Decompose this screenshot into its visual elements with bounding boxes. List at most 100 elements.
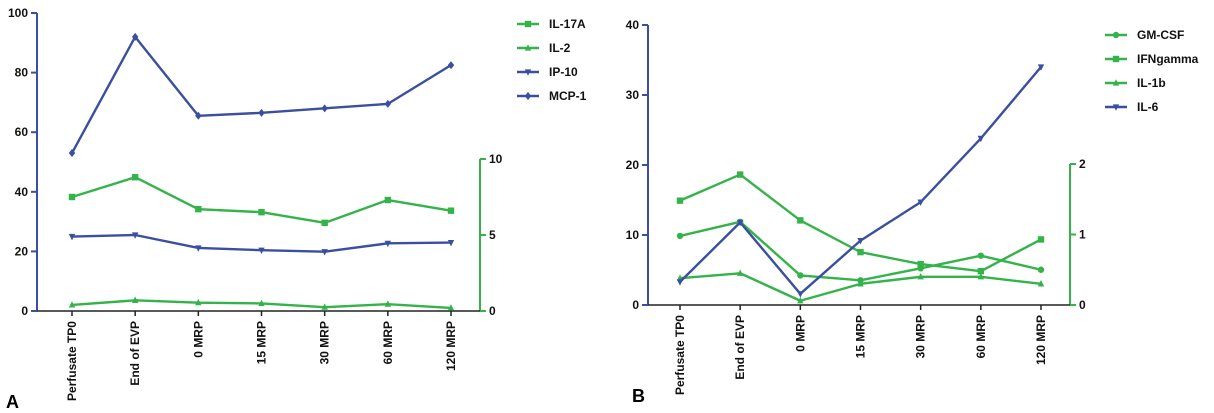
chart-b-left-tick-label: 40 — [626, 18, 640, 32]
chart-a-series-il-17a-point — [258, 209, 265, 216]
chart-b-legend-label: IFNgamma — [1137, 52, 1199, 66]
chart-b-legend-marker — [1112, 104, 1120, 111]
chart-b-series-ifngamma-point — [857, 248, 864, 256]
chart-b-series-il-1b-point — [917, 273, 924, 280]
chart-b-x-tick-label: 15 MRP — [854, 315, 868, 358]
chart-b-series-gm-csf-point — [676, 232, 684, 240]
chart-a-series-il-17a-point — [447, 207, 455, 214]
chart-b-series-il-1b-point — [977, 273, 985, 280]
chart-b-series-il-6-point — [917, 199, 924, 206]
chart-b-series-ifngamma-point — [1037, 236, 1045, 243]
chart-b-x-tick-label: 60 MRP — [974, 315, 988, 358]
chart-b-series-ifngamma-point — [917, 260, 924, 268]
chart-a-series-ip-10-point — [195, 245, 202, 252]
chart-a-x-tick-label: 60 MRP — [381, 321, 395, 364]
chart-b-legend-label: IL-6 — [1137, 100, 1159, 114]
chart-b-left-tick-label: 20 — [626, 158, 640, 172]
chart-b-legend-marker — [1112, 55, 1120, 63]
chart-a-right-tick-label: 10 — [489, 152, 503, 166]
chart-a-series-il-17a-point — [195, 205, 202, 213]
chart-a-series-ip-10-point — [258, 247, 265, 254]
chart-a-series-il-2-point — [68, 301, 76, 308]
chart-a-left-tick-label: 0 — [21, 304, 28, 318]
chart-b-legend-label: GM-CSF — [1137, 28, 1184, 42]
chart-b-series-il-6-point — [797, 291, 804, 298]
chart-a-series-mcp-1-point — [131, 32, 139, 41]
chart-b-x-tick-label: 30 MRP — [914, 315, 928, 358]
chart-a-x-tick-label: 120 MRP — [444, 321, 458, 371]
chart-b-right-tick-label: 1 — [1079, 228, 1086, 242]
chart-a-series-mcp-1-point — [258, 108, 265, 117]
chart-b-legend-label: IL-1b — [1137, 76, 1166, 90]
chart-b-series-il-6-point — [1037, 64, 1045, 71]
chart-b-x-tick-label: End of EVP — [733, 315, 747, 380]
chart-a-left-tick-label: 20 — [15, 244, 29, 258]
chart-a-series-ip-10-point — [384, 240, 392, 248]
chart-panel-b: 0 10 20 30 40 0 1 2 Perfusate TP0 End of EVP 0 MRP… — [626, 18, 1199, 395]
chart-panel-a: 0 20 40 60 80 100 0 5 10 Perfusate TP0 End of EVP 0… — [8, 6, 587, 401]
chart-a-legend-label: MCP-1 — [549, 89, 587, 103]
chart-a-left-tick-label: 100 — [8, 6, 28, 20]
chart-a-series-il-2-point — [447, 304, 455, 311]
chart-b-series-gm-csf-point — [977, 252, 985, 259]
chart-a-left-tick-label: 60 — [15, 125, 29, 139]
chart-a-x-tick-label: 15 MRP — [255, 321, 269, 364]
chart-a-series-ip-10-point — [447, 240, 455, 247]
chart-b-left-tick-label: 30 — [626, 88, 640, 102]
chart-a-legend-label: IL-2 — [549, 41, 571, 55]
panel-b-label: B — [632, 386, 645, 406]
chart-b-series-ifngamma-point — [736, 171, 744, 178]
chart-a-series-il-2-point — [131, 296, 139, 303]
chart-b-series-il-1b-point — [857, 280, 864, 287]
chart-b-series-ifngamma-point — [977, 267, 985, 275]
chart-a-x-tick-label: 30 MRP — [318, 321, 332, 364]
chart-a-series-ip-10-point — [321, 249, 328, 256]
chart-a-series-il-2-point — [258, 299, 265, 306]
chart-a-series-il-17a-point — [68, 193, 76, 201]
chart-b-legend-marker — [1112, 79, 1120, 86]
chart-b-series-il-6-point — [736, 219, 744, 227]
chart-a-series-il-17a-point — [321, 219, 328, 227]
chart-b-left-tick-label: 10 — [626, 228, 640, 242]
panel-a-label: A — [6, 392, 19, 412]
chart-b-series-il-6-point — [676, 279, 684, 286]
chart-b-series-ifngamma-point — [676, 197, 684, 204]
chart-b-series-il-1b-point — [1037, 280, 1045, 287]
chart-b-x-tick-label: 0 MRP — [793, 315, 807, 352]
chart-a-right-tick-label: 0 — [489, 304, 496, 318]
chart-a-legend-marker — [524, 69, 532, 76]
chart-a-x-tick-label: End of EVP — [128, 321, 142, 386]
chart-a-series-mcp-1-point — [384, 99, 392, 108]
chart-a-x-tick-label: 0 MRP — [191, 321, 205, 358]
chart-a-series-il-17a-point — [131, 174, 139, 181]
chart-a-left-tick-label: 80 — [15, 66, 29, 80]
chart-a-legend-label: IL-17A — [549, 17, 586, 31]
chart-a-series-ip-10-point — [131, 232, 139, 239]
chart-b-right-tick-label: 0 — [1079, 298, 1086, 312]
chart-a-series-mcp-1-point — [195, 111, 202, 120]
chart-a-series-il-2-point — [195, 298, 202, 306]
chart-b-x-tick-label: 120 MRP — [1034, 315, 1048, 365]
chart-a-legend-marker — [524, 44, 532, 51]
chart-a-series-ip-10-point — [68, 233, 76, 241]
chart-a-series-il-17a-line — [71, 176, 452, 225]
chart-b-right-tick-label: 2 — [1079, 157, 1086, 171]
chart-a-series-mcp-1-point — [447, 61, 455, 70]
chart-a-series-il-17a-point — [384, 196, 392, 204]
chart-a-series-mcp-1-line — [70, 35, 452, 154]
chart-b-series-il-6-point — [857, 238, 864, 245]
chart-a-series-il-2-point — [384, 300, 392, 307]
chart-a-x-tick-label: Perfusate TP0 — [65, 321, 79, 401]
chart-a-legend-label: IP-10 — [549, 65, 578, 79]
chart-b-series-il-1b-point — [797, 296, 804, 304]
chart-a-series-mcp-1-point — [68, 149, 76, 158]
chart-b-series-il-6-point — [977, 135, 985, 143]
chart-b-legend-marker — [1112, 31, 1120, 39]
chart-a-legend-marker — [524, 92, 532, 100]
chart-b-series-ifngamma-point — [797, 217, 804, 224]
chart-a-left-tick-label: 40 — [15, 185, 29, 199]
chart-b-series-gm-csf-point — [1037, 266, 1045, 273]
chart-a-series-mcp-1-point — [321, 104, 328, 113]
chart-a-series-il-2-point — [321, 303, 328, 310]
